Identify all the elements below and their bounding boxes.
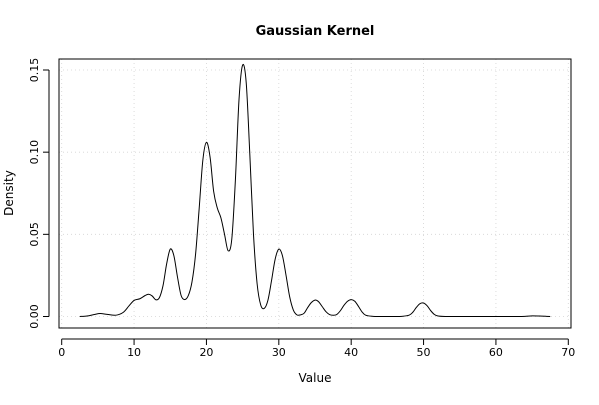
y-tick-label: 0.10: [28, 140, 41, 165]
y-axis: 0.00 0.05 0.10 0.15: [28, 58, 50, 329]
x-tick-label: 50: [417, 346, 431, 359]
x-axis-label: Value: [299, 371, 332, 385]
y-axis-label: Density: [2, 170, 16, 216]
chart-title: Gaussian Kernel: [256, 24, 375, 39]
plot-frame: [58, 58, 572, 329]
y-tick-label: 0.05: [28, 222, 41, 247]
y-tick-label: 0.15: [28, 58, 41, 83]
y-tick-label: 0.00: [28, 304, 41, 329]
x-tick-label: 40: [344, 346, 358, 359]
x-tick-label: 70: [561, 346, 575, 359]
x-tick-label: 60: [489, 346, 503, 359]
density-curve: [79, 63, 551, 318]
grid-lines: [59, 59, 571, 328]
x-tick-label: 0: [58, 346, 65, 359]
x-axis: 0 10 20 30 40 50 60 70: [58, 338, 575, 359]
x-tick-label: 20: [199, 346, 213, 359]
x-tick-label: 10: [127, 346, 141, 359]
x-tick-label: 30: [272, 346, 286, 359]
